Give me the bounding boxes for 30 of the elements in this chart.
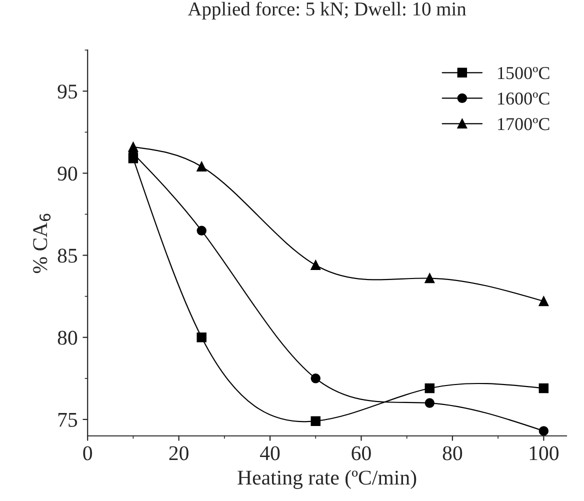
point [538, 426, 549, 436]
y-tick-label: 75 [58, 413, 78, 427]
point [424, 398, 435, 408]
x-tick-label: 80 [442, 446, 462, 460]
point [196, 162, 206, 172]
legend-label: 1500ºC [498, 66, 550, 80]
point [310, 416, 320, 426]
point [424, 273, 435, 284]
y-tick-label: 80 [58, 330, 78, 345]
legend-label: 1600ºC [498, 92, 550, 105]
x-tick-label: 100 [530, 446, 559, 460]
legend-label: 1700ºC [498, 118, 550, 130]
y-axis-title: % CA$_{6}$ [33, 214, 51, 274]
y-tick-label: 95 [58, 84, 78, 99]
point [538, 296, 549, 306]
x-axis-title: Heating rate (ºC/min) [238, 470, 416, 489]
point [310, 374, 320, 384]
x-tick-label: 60 [352, 446, 371, 460]
y-tick-label: 90 [58, 166, 78, 181]
x-tick-label: 40 [260, 446, 280, 460]
point [424, 383, 435, 394]
point [538, 383, 549, 394]
x-tick-label: 20 [169, 446, 188, 460]
point [128, 142, 138, 152]
y-tick-label: 85 [58, 248, 78, 263]
chart-title: Applied force: 5 kN; Dwell: 10 min [188, 2, 466, 20]
point [196, 226, 206, 236]
x-tick-label: 0 [83, 446, 92, 460]
point [196, 332, 206, 342]
point [310, 260, 320, 270]
